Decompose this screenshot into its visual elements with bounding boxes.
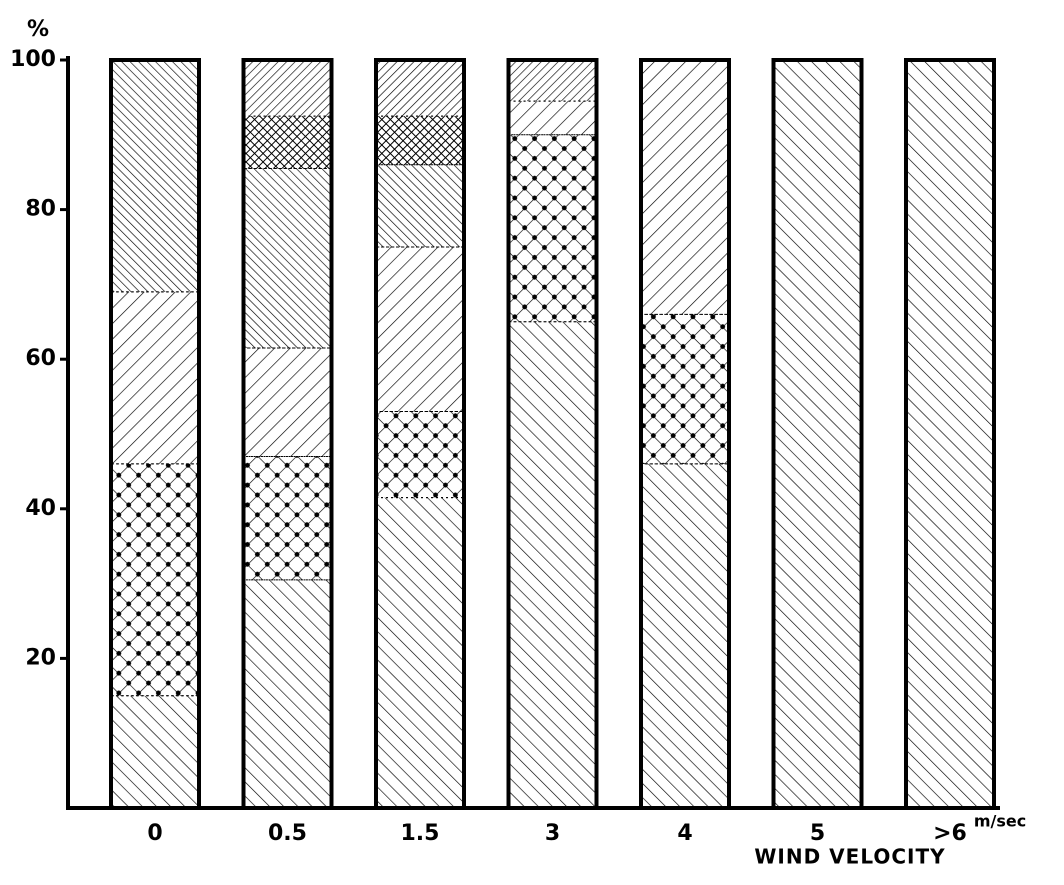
x-tick-label: 0 [147, 821, 162, 846]
bar-segment [110, 463, 200, 697]
y-tick-label: 40 [25, 496, 56, 521]
x-tick-label: >6 [933, 821, 967, 846]
bar-segment [110, 291, 200, 465]
bar-segment [375, 411, 465, 499]
bar-outline [904, 58, 996, 810]
x-tick-label: 5 [810, 821, 825, 846]
x-unit: m/sec [974, 812, 1026, 831]
bar-segment [375, 246, 465, 413]
bar-outline [771, 58, 864, 810]
bar-outline [639, 58, 731, 810]
bar-segment [640, 59, 730, 315]
bar-segment [375, 115, 465, 166]
bar-segment [375, 164, 465, 248]
bar-segment [243, 59, 332, 117]
x-tick-label: 0.5 [268, 821, 307, 846]
bar-segment [243, 115, 332, 169]
bar-outline [374, 58, 466, 810]
x-tick-label: 1.5 [401, 821, 440, 846]
y-axis-label: % [27, 17, 49, 42]
bar-segment [905, 59, 995, 809]
bar-segment [243, 455, 332, 581]
bar-segment [243, 579, 332, 809]
x-tick-label: 3 [545, 821, 560, 846]
bar-segment [243, 347, 332, 457]
bar-outline [109, 58, 201, 810]
y-tick-label: 20 [25, 645, 56, 670]
y-tick-label: 100 [10, 47, 56, 72]
x-tick-label: 4 [677, 821, 692, 846]
bar-segment [508, 134, 597, 323]
x-axis-label: WIND VELOCITY [754, 845, 945, 869]
bar-segment [243, 167, 332, 349]
bar-outline [241, 58, 334, 810]
bar-segment [640, 313, 730, 465]
y-tick-label: 80 [25, 197, 56, 222]
bar-segment [508, 321, 597, 809]
bar-segment [773, 59, 862, 809]
bar-segment [508, 59, 597, 102]
bar-segment [375, 497, 465, 809]
y-tick-label: 60 [25, 346, 56, 371]
bar-segment [110, 59, 200, 293]
bar-segment [508, 100, 597, 136]
bar-outline [506, 58, 599, 810]
bar-segment [110, 695, 200, 809]
bar-segment [640, 463, 730, 809]
bar-segment [375, 59, 465, 117]
